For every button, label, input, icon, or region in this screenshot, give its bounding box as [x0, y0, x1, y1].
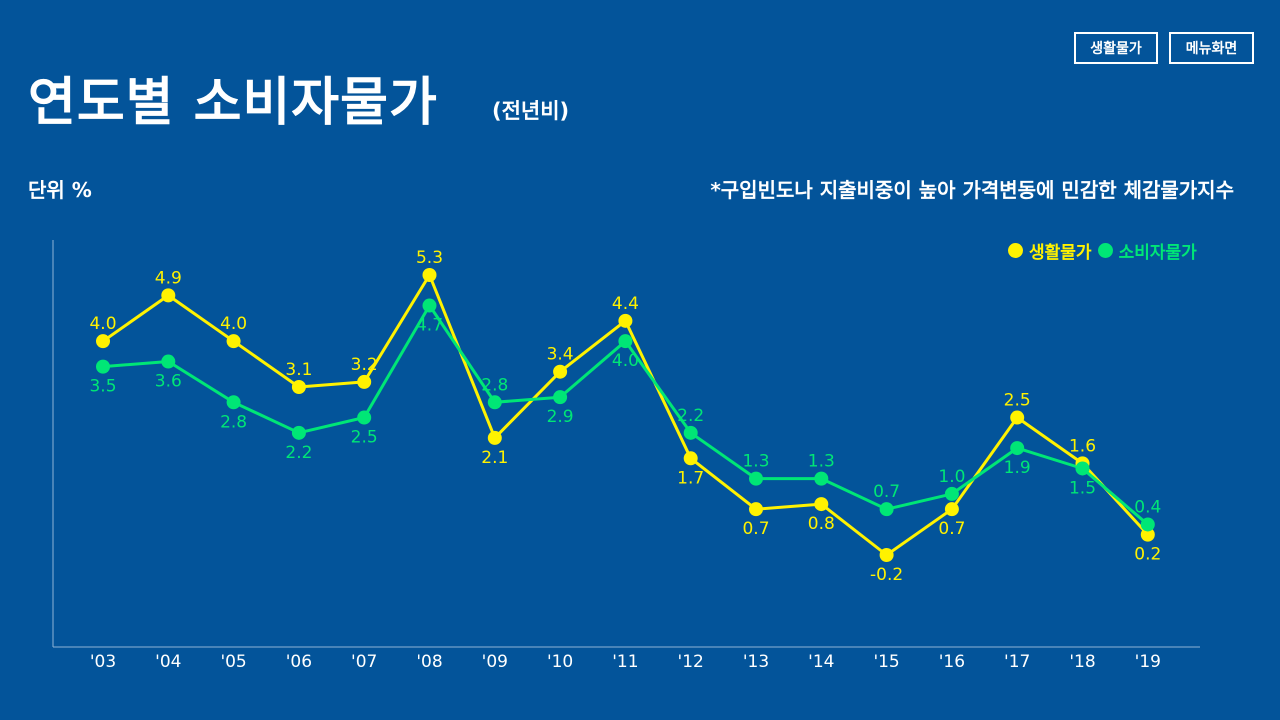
data-label-living: 3.4	[547, 345, 574, 365]
x-tick-label: '14	[808, 652, 834, 672]
data-point-consumer	[553, 390, 568, 405]
data-point-living	[226, 334, 241, 349]
page-title: 연도별 소비자물가	[28, 73, 438, 133]
x-tick-label: '04	[155, 652, 181, 672]
data-point-living	[618, 313, 633, 328]
data-label-consumer: 2.2	[677, 406, 704, 426]
unit-label: 단위 %	[28, 178, 92, 202]
data-label-living: 1.6	[1069, 436, 1096, 456]
x-tick-label: '17	[1004, 652, 1030, 672]
legend-label-consumer: 소비자물가	[1118, 243, 1197, 263]
data-label-consumer: 4.7	[416, 316, 443, 336]
data-point-consumer	[814, 471, 829, 486]
x-tick-label: '05	[220, 652, 246, 672]
x-tick-label: '10	[547, 652, 573, 672]
data-point-living	[357, 374, 372, 389]
data-label-living: 5.3	[416, 248, 443, 268]
data-label-consumer: 2.2	[285, 443, 312, 463]
data-label-consumer: 1.9	[1004, 458, 1031, 478]
legend-marker-consumer	[1097, 243, 1113, 258]
legend-item-consumer: 소비자물가	[1097, 238, 1197, 263]
main-menu-button[interactable]: 메뉴화면	[1169, 32, 1254, 64]
x-tick-label: '16	[939, 652, 965, 672]
page-subtitle: (전년비)	[492, 99, 570, 123]
data-point-consumer	[161, 354, 176, 369]
x-tick-label: '06	[286, 652, 312, 672]
data-label-consumer: 2.8	[220, 412, 247, 432]
legend-item-living: 생활물가	[1008, 238, 1092, 263]
data-point-consumer	[683, 425, 698, 440]
legend-marker-living	[1008, 243, 1023, 258]
data-point-consumer	[357, 410, 372, 425]
data-label-consumer: 2.8	[481, 375, 508, 395]
data-label-living: 2.1	[481, 448, 508, 468]
living-prices-button[interactable]: 생활물가	[1074, 32, 1158, 64]
x-tick-label: '19	[1135, 652, 1161, 672]
data-point-living	[161, 288, 176, 303]
data-label-living: 1.7	[677, 468, 704, 488]
x-tick-label: '12	[678, 652, 704, 672]
data-point-living	[879, 548, 894, 562]
data-label-consumer: 3.5	[89, 377, 116, 397]
x-tick-label: '07	[351, 652, 377, 672]
data-point-living	[814, 497, 829, 512]
data-label-living: 3.1	[285, 360, 312, 380]
data-point-consumer	[1075, 461, 1090, 476]
data-label-living: -0.2	[870, 565, 903, 585]
data-point-consumer	[749, 471, 763, 486]
data-point-consumer	[944, 486, 959, 501]
data-point-living	[487, 430, 502, 445]
data-label-living: 4.9	[155, 268, 182, 288]
x-tick-label: '09	[482, 652, 508, 672]
data-point-living	[944, 502, 959, 517]
data-point-living	[1140, 527, 1155, 542]
data-point-consumer	[422, 298, 437, 313]
data-label-living: 0.8	[808, 514, 835, 534]
data-point-consumer	[618, 334, 633, 349]
data-label-living: 4.0	[220, 314, 247, 334]
data-label-living: 4.0	[89, 314, 116, 334]
data-label-consumer: 1.0	[938, 467, 965, 487]
x-tick-label: '03	[90, 652, 116, 672]
data-label-living: 2.5	[1004, 391, 1031, 411]
data-point-living	[291, 380, 306, 394]
legend-label-living: 생활물가	[1029, 243, 1092, 263]
x-tick-label: '13	[743, 652, 769, 672]
data-point-living	[683, 451, 698, 466]
x-tick-label: '18	[1069, 652, 1095, 672]
data-point-consumer	[1140, 517, 1155, 532]
data-label-consumer: 1.3	[808, 452, 835, 472]
data-label-consumer: 0.7	[873, 482, 900, 502]
x-tick-label: '08	[416, 652, 442, 672]
data-label-consumer: 2.9	[547, 407, 574, 427]
data-point-living	[96, 334, 110, 349]
data-label-consumer: 0.4	[1134, 498, 1161, 518]
data-label-living: 0.7	[938, 519, 965, 539]
data-point-living	[553, 364, 568, 379]
data-label-living: 0.7	[742, 519, 769, 539]
chart-legend: 생활물가 소비자물가	[1008, 238, 1197, 263]
data-point-consumer	[96, 359, 110, 374]
x-tick-label: '11	[612, 652, 638, 672]
data-point-consumer	[879, 502, 894, 517]
data-label-living: 4.4	[612, 294, 639, 314]
data-label-consumer: 2.5	[351, 428, 378, 448]
data-point-consumer	[1010, 441, 1025, 456]
data-point-consumer	[291, 425, 306, 440]
data-label-consumer: 4.0	[612, 351, 639, 371]
data-label-consumer: 1.3	[742, 452, 769, 472]
data-label-consumer: 1.5	[1069, 479, 1096, 499]
index-note: *구입빈도나 지출비중이 높아 가격변동에 민감한 체감물가지수	[710, 178, 1234, 202]
data-point-living	[749, 502, 763, 517]
data-point-living	[1010, 410, 1025, 425]
data-point-consumer	[487, 395, 502, 410]
data-label-living: 3.2	[351, 355, 378, 375]
data-point-consumer	[226, 395, 241, 410]
data-point-living	[422, 268, 437, 282]
data-label-consumer: 3.6	[155, 372, 182, 392]
x-tick-label: '15	[873, 652, 899, 672]
data-label-living: 0.2	[1134, 545, 1161, 565]
